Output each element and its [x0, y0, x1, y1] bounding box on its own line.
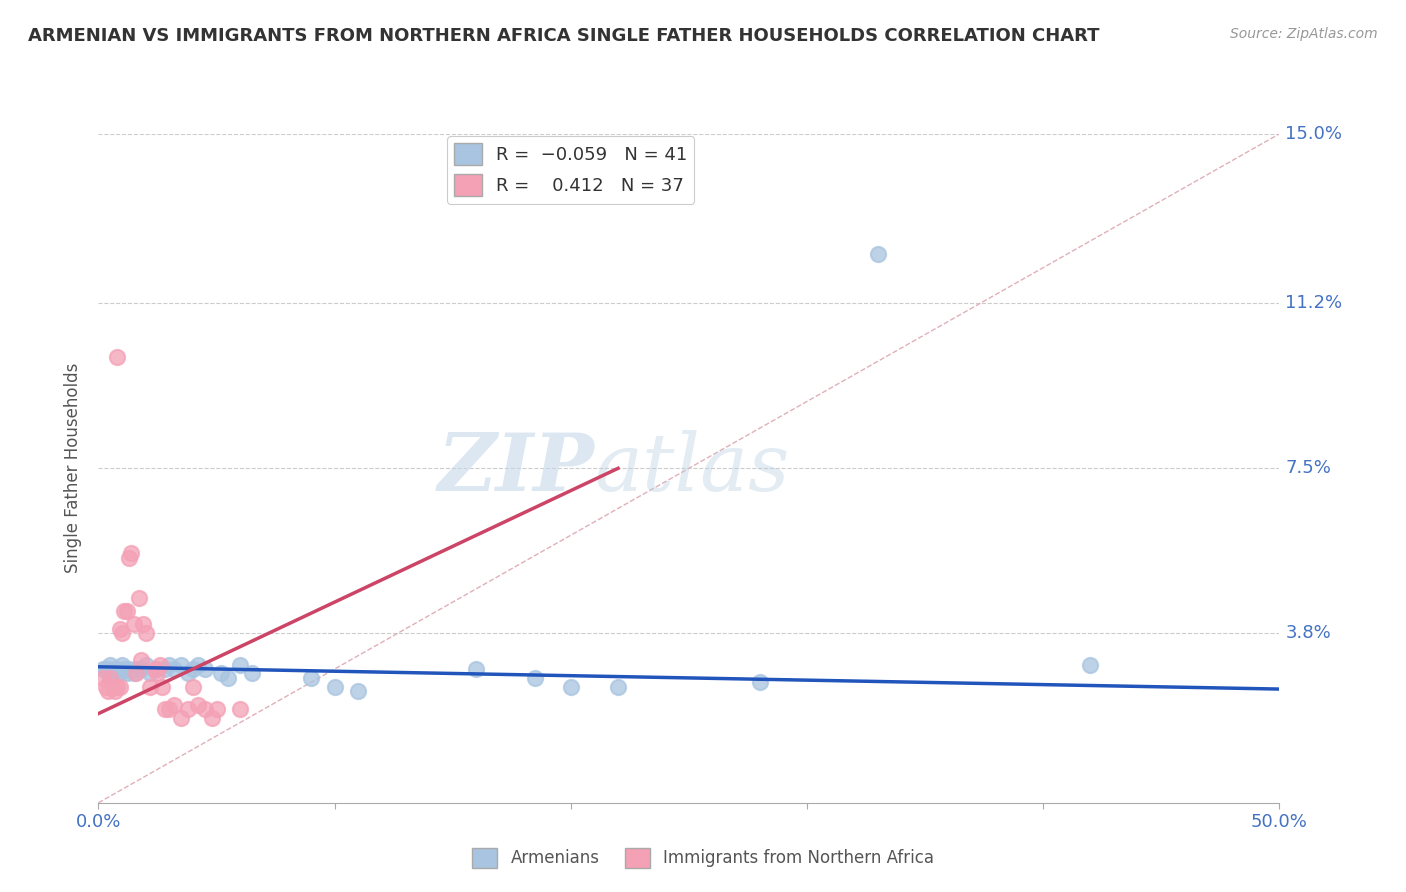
Text: 7.5%: 7.5% — [1285, 459, 1331, 477]
Point — [91, 662, 114, 676]
Point — [132, 617, 155, 632]
Point — [205, 702, 228, 716]
Point — [194, 702, 217, 716]
Point — [181, 662, 204, 676]
Point — [1080, 657, 1102, 672]
Point — [194, 662, 217, 676]
Point — [125, 666, 148, 681]
Point — [105, 350, 128, 364]
Point — [94, 662, 117, 676]
Point — [108, 680, 131, 694]
Point — [146, 662, 169, 676]
Text: atlas: atlas — [595, 430, 790, 507]
Point — [187, 657, 209, 672]
Point — [135, 657, 157, 672]
Y-axis label: Single Father Households: Single Father Households — [65, 363, 83, 574]
Point — [108, 666, 131, 681]
Point — [157, 702, 180, 716]
Point — [240, 666, 263, 681]
Text: Source: ZipAtlas.com: Source: ZipAtlas.com — [1230, 27, 1378, 41]
Point — [209, 666, 232, 681]
Point — [170, 657, 193, 672]
Point — [524, 671, 547, 685]
Point — [122, 617, 145, 632]
Point — [94, 680, 117, 694]
Point — [91, 671, 114, 685]
Point — [111, 657, 134, 672]
Point — [104, 684, 127, 698]
Point — [118, 662, 141, 676]
Legend: R =  −0.059   N = 41, R =    0.412   N = 37: R = −0.059 N = 41, R = 0.412 N = 37 — [447, 136, 695, 203]
Text: 3.8%: 3.8% — [1285, 624, 1331, 642]
Point — [465, 662, 488, 676]
Point — [101, 680, 124, 694]
Point — [118, 550, 141, 565]
Point — [105, 662, 128, 676]
Point — [748, 675, 770, 690]
Point — [111, 626, 134, 640]
Point — [98, 671, 121, 685]
Point — [115, 666, 138, 681]
Legend: Armenians, Immigrants from Northern Africa: Armenians, Immigrants from Northern Afri… — [465, 841, 941, 875]
Point — [217, 671, 239, 685]
Point — [115, 604, 138, 618]
Point — [105, 680, 128, 694]
Point — [143, 662, 166, 676]
Point — [153, 662, 176, 676]
Point — [122, 666, 145, 681]
Point — [177, 702, 200, 716]
Text: 15.0%: 15.0% — [1285, 125, 1343, 143]
Point — [229, 702, 252, 716]
Point — [866, 247, 889, 261]
Point — [150, 680, 173, 694]
Point — [139, 680, 162, 694]
Point — [146, 666, 169, 681]
Point — [135, 626, 157, 640]
Point — [98, 671, 121, 685]
Point — [129, 662, 152, 676]
Text: ZIP: ZIP — [437, 430, 595, 507]
Point — [560, 680, 582, 694]
Point — [187, 698, 209, 712]
Point — [347, 684, 370, 698]
Point — [323, 680, 346, 694]
Point — [104, 662, 127, 676]
Point — [163, 698, 186, 712]
Point — [201, 711, 224, 725]
Text: ARMENIAN VS IMMIGRANTS FROM NORTHERN AFRICA SINGLE FATHER HOUSEHOLDS CORRELATION: ARMENIAN VS IMMIGRANTS FROM NORTHERN AFR… — [28, 27, 1099, 45]
Point — [607, 680, 630, 694]
Point — [128, 591, 150, 605]
Point — [299, 671, 322, 685]
Point — [112, 662, 135, 676]
Point — [153, 702, 176, 716]
Point — [177, 666, 200, 681]
Point — [129, 653, 152, 667]
Point — [139, 666, 162, 681]
Point — [101, 666, 124, 681]
Point — [125, 662, 148, 676]
Point — [149, 657, 172, 672]
Text: 11.2%: 11.2% — [1285, 294, 1343, 312]
Point — [112, 604, 135, 618]
Point — [157, 657, 180, 672]
Point — [121, 546, 143, 560]
Point — [108, 622, 131, 636]
Point — [181, 680, 204, 694]
Point — [170, 711, 193, 725]
Point — [98, 657, 121, 672]
Point — [163, 662, 186, 676]
Point — [97, 662, 120, 676]
Point — [229, 657, 252, 672]
Point — [97, 684, 120, 698]
